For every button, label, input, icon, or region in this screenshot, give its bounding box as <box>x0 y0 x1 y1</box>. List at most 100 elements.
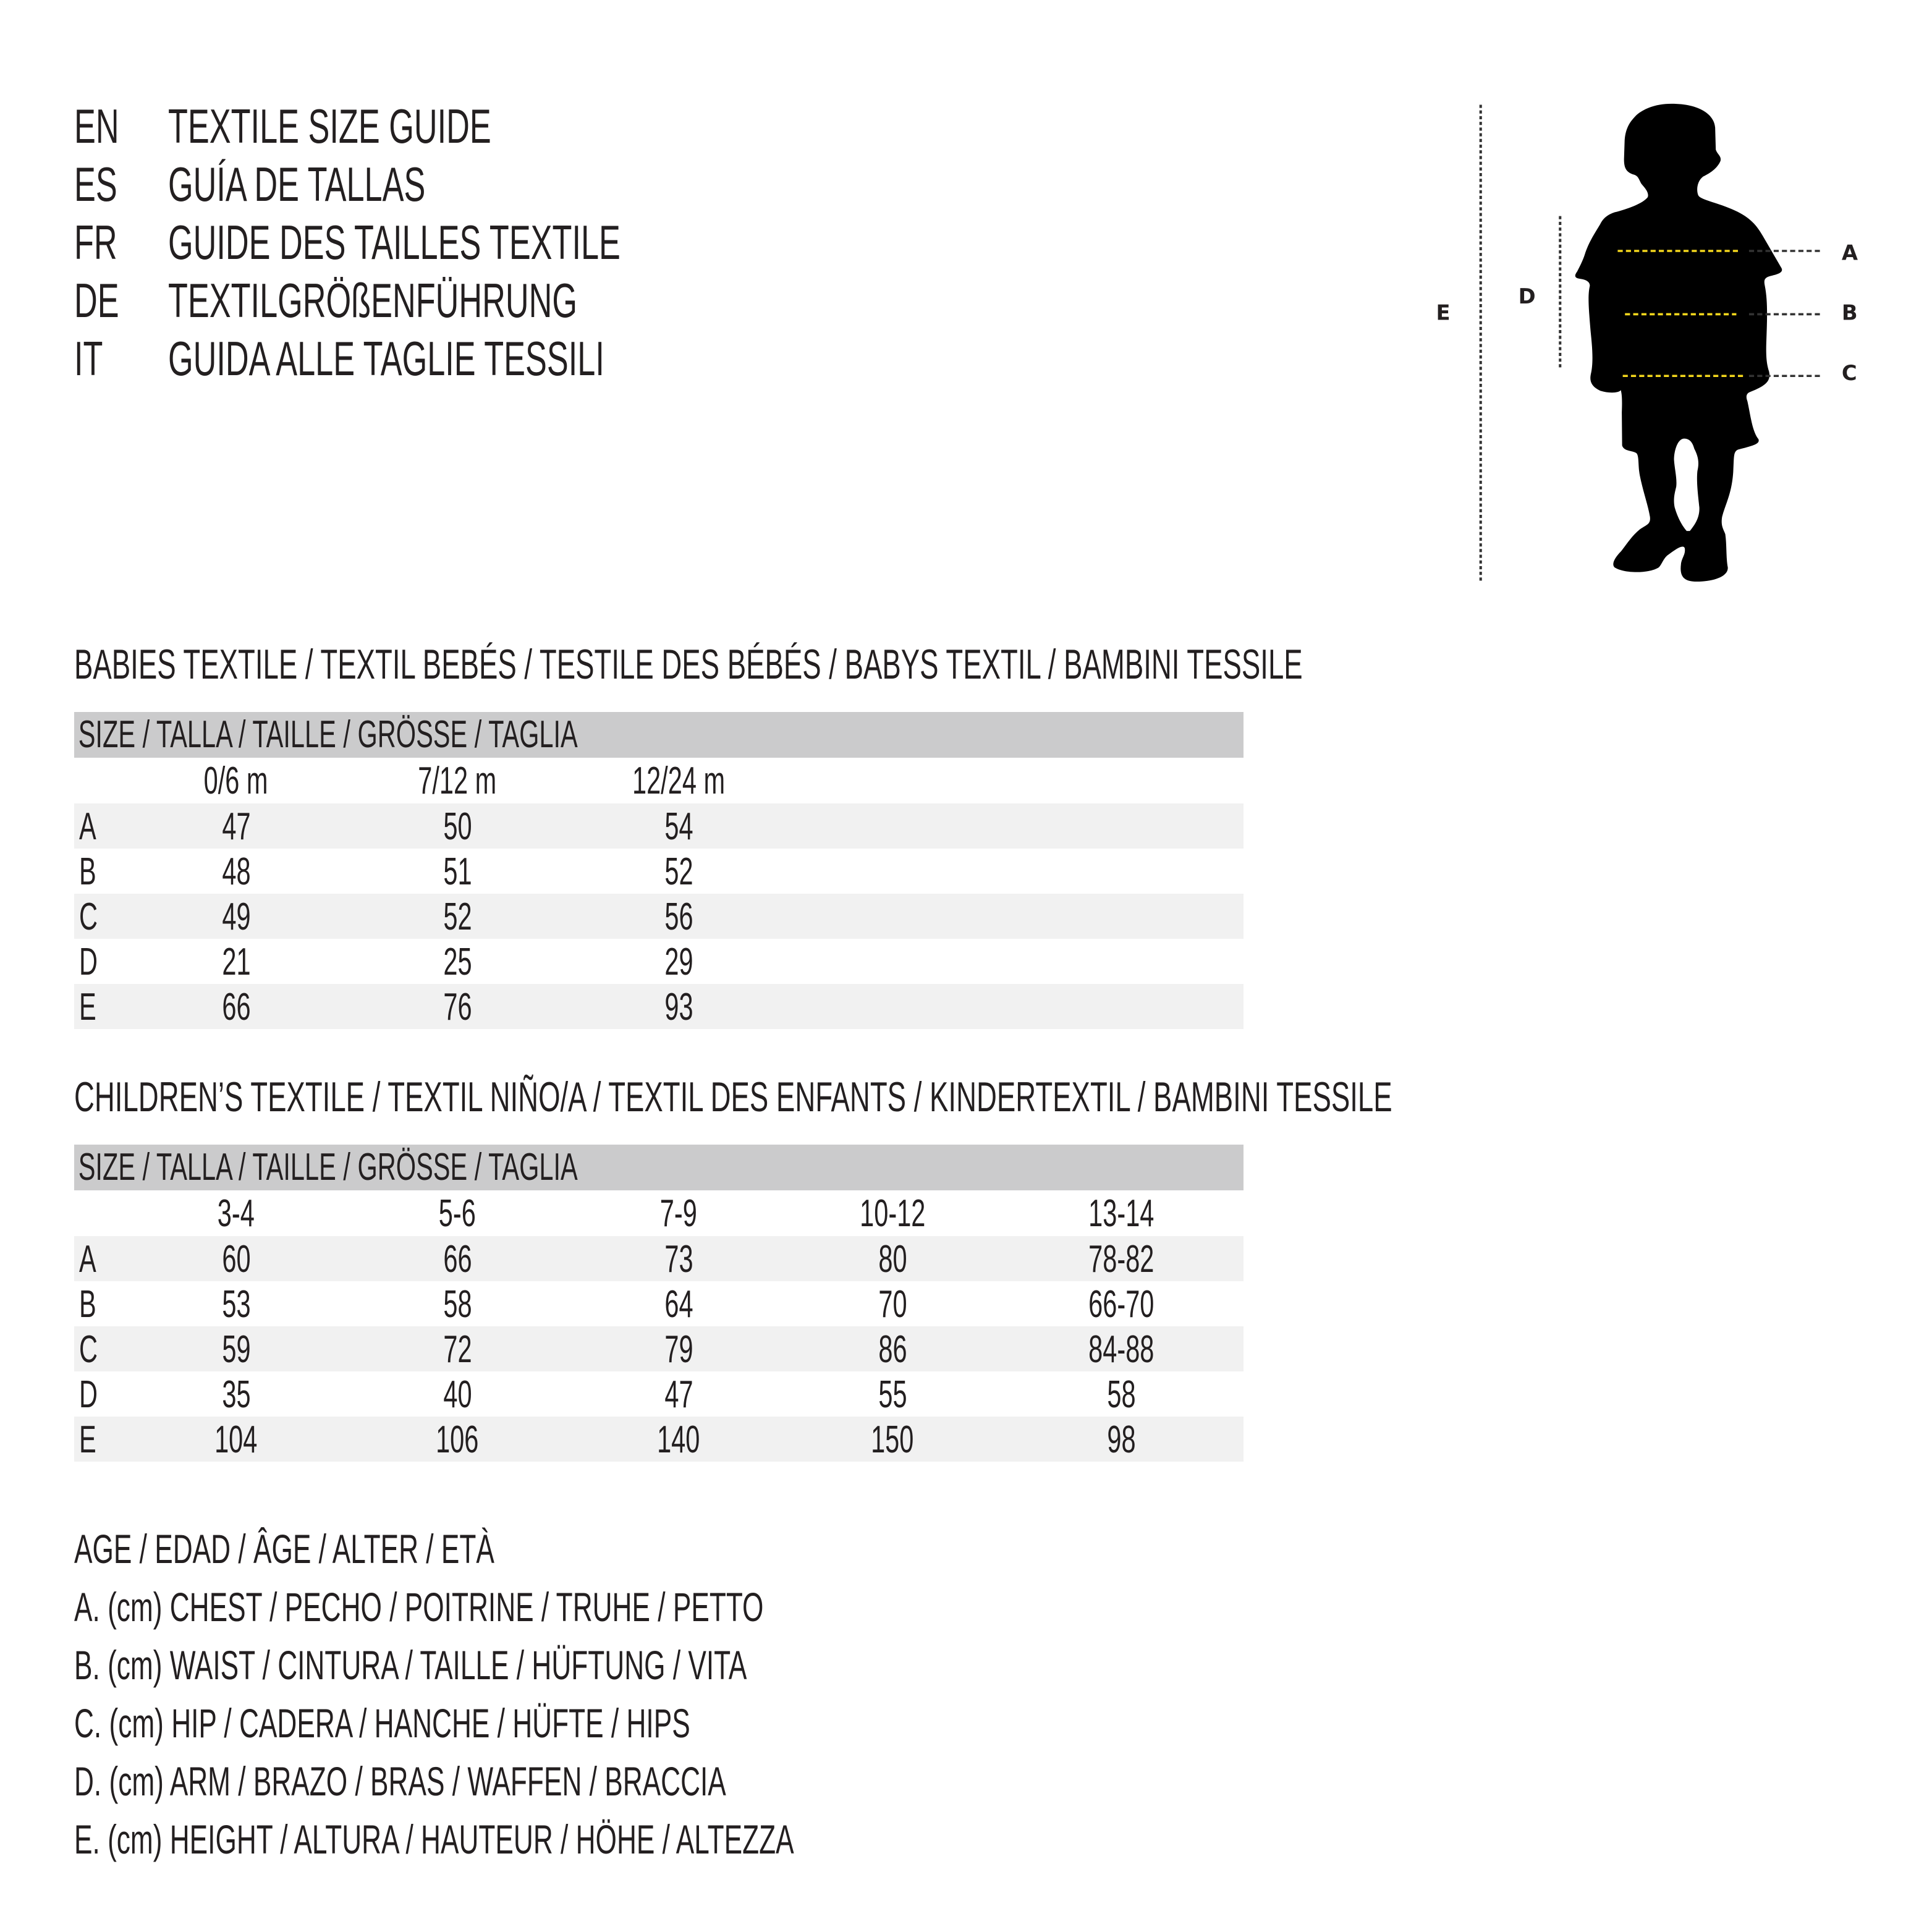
table-cell-text: 80 <box>878 1238 907 1281</box>
language-code-text: DE <box>74 273 119 328</box>
language-code: FR <box>74 213 138 271</box>
table-cell-text: 47 <box>664 1373 693 1416</box>
table-cell-text: 104 <box>214 1418 258 1461</box>
table-cell-text: 60 <box>221 1238 251 1281</box>
row-label-text: D <box>79 1373 98 1416</box>
legend-line: C. (cm) HIP / CADERA / HANCHE / HÜFTE / … <box>74 1700 994 1747</box>
language-code: ES <box>74 155 138 213</box>
guide-title: TEXTILE SIZE GUIDE <box>168 97 650 155</box>
table-cell-text: 29 <box>664 941 693 983</box>
label-d: D <box>1519 284 1536 308</box>
table-row: E 104 106 140 150 98 <box>74 1417 1244 1462</box>
table-row: E 66 76 93 <box>74 984 1244 1029</box>
table-cell-text: 21 <box>221 941 251 983</box>
legend-line-text: D. (cm) ARM / BRAZO / BRAS / WAFFEN / BR… <box>74 1758 726 1804</box>
label-e: E <box>1436 301 1451 325</box>
table-cell: 49 <box>143 894 329 939</box>
babies-section-title-text: BABIES TEXTILE / TEXTIL BEBÉS / TESTILE … <box>74 641 1303 688</box>
row-label: B <box>79 1281 104 1328</box>
table-row: D 35 40 47 55 58 <box>74 1371 1244 1417</box>
table-cell: 21 <box>143 939 329 984</box>
column-header-text: 0/6 m <box>204 760 268 802</box>
table-cell-text: 84-88 <box>1088 1328 1155 1371</box>
row-label-text: A <box>79 805 96 848</box>
table-cell: 79 <box>586 1326 771 1371</box>
guide-title: TEXTILGRÖßENFÜHRUNG <box>168 271 779 329</box>
column-header: 7/12 m <box>365 758 550 803</box>
table-cell: 64 <box>586 1281 771 1326</box>
column-header-text: 3-4 <box>217 1192 255 1235</box>
table-cell-text: 53 <box>221 1283 251 1326</box>
table-cell: 106 <box>365 1417 550 1462</box>
language-code-text: FR <box>74 215 117 269</box>
table-cell-text: 58 <box>1106 1373 1136 1416</box>
table-cell: 29 <box>586 939 771 984</box>
table-cell: 70 <box>800 1281 985 1326</box>
column-header: 10-12 <box>800 1190 985 1235</box>
table-cell: 98 <box>1028 1417 1214 1462</box>
row-label-text: B <box>79 850 96 893</box>
table-cell: 66-70 <box>1028 1281 1214 1326</box>
table-cell-text: 64 <box>664 1283 693 1326</box>
table-cell: 47 <box>143 803 329 849</box>
language-code: EN <box>74 97 141 155</box>
leg-gap <box>1674 438 1700 532</box>
table-cell: 150 <box>800 1417 985 1462</box>
table-cell: 53 <box>143 1281 329 1326</box>
row-label: A <box>79 803 104 850</box>
table-cell: 60 <box>143 1236 329 1281</box>
table-cell-text: 73 <box>664 1238 693 1281</box>
column-header-text: 7/12 m <box>418 760 497 802</box>
table-cell-text: 66 <box>221 986 251 1028</box>
table-cell-text: 50 <box>443 805 472 848</box>
table-cell: 59 <box>143 1326 329 1371</box>
legend-line: D. (cm) ARM / BRAZO / BRAS / WAFFEN / BR… <box>74 1758 1047 1805</box>
babies-size-header-text: SIZE / TALLA / TAILLE / GRÖSSE / TAGLIA <box>78 713 578 756</box>
table-row: D 21 25 29 <box>74 939 1244 984</box>
table-row: C 59 72 79 86 84-88 <box>74 1326 1244 1371</box>
table-cell-text: 86 <box>878 1328 907 1371</box>
column-header: 5-6 <box>365 1190 550 1235</box>
table-cell-text: 35 <box>221 1373 251 1416</box>
table-cell: 66 <box>365 1236 550 1281</box>
table-cell-text: 47 <box>221 805 251 848</box>
language-code: IT <box>74 329 117 388</box>
table-cell: 86 <box>800 1326 985 1371</box>
column-header: 3-4 <box>143 1190 329 1235</box>
table-cell-text: 150 <box>871 1418 914 1461</box>
table-cell-text: 106 <box>436 1418 479 1461</box>
table-cell: 66 <box>143 984 329 1029</box>
table-cell-text: 40 <box>443 1373 472 1416</box>
table-cell-text: 52 <box>664 850 693 893</box>
legend-line: AGE / EDAD / ÂGE / ALTER / ETÀ <box>74 1525 701 1572</box>
table-cell-text: 78-82 <box>1088 1238 1155 1281</box>
legend-line: A. (cm) CHEST / PECHO / POITRINE / TRUHE… <box>74 1583 1103 1630</box>
legend-line-text: E. (cm) HEIGHT / ALTURA / HAUTEUR / HÖHE… <box>74 1816 794 1862</box>
row-label-text: A <box>79 1238 96 1281</box>
table-cell-text: 93 <box>664 986 693 1028</box>
guide-title: GUIDE DES TAILLES TEXTILE <box>168 213 843 271</box>
table-cell-text: 72 <box>443 1328 472 1371</box>
legend-line-text: A. (cm) CHEST / PECHO / POITRINE / TRUHE… <box>74 1584 764 1630</box>
table-cell-text: 56 <box>664 896 693 938</box>
table-cell: 51 <box>365 849 550 894</box>
children-size-header: SIZE / TALLA / TAILLE / GRÖSSE / TAGLIA <box>74 1145 1244 1190</box>
guide-title-text: GUIDA ALLE TAGLIE TESSILI <box>168 331 604 386</box>
language-code-text: IT <box>74 331 103 386</box>
column-header-text: 5-6 <box>438 1192 477 1235</box>
legend-line-text: AGE / EDAD / ÂGE / ALTER / ETÀ <box>74 1526 494 1572</box>
table-cell-text: 54 <box>664 805 693 848</box>
children-section-title-text: CHILDREN’S TEXTILE / TEXTIL NIÑO/A / TEX… <box>74 1074 1392 1121</box>
column-header-row: 3-4 5-6 7-9 10-12 13-14 <box>74 1190 1244 1235</box>
table-cell: 56 <box>586 894 771 939</box>
row-label: D <box>79 1371 107 1418</box>
table-cell: 58 <box>1028 1371 1214 1417</box>
legend-line-text: B. (cm) WAIST / CINTURA / TAILLE / HÜFTU… <box>74 1642 747 1688</box>
table-cell: 50 <box>365 803 550 849</box>
guide-title: GUÍA DE TALLAS <box>168 155 552 213</box>
row-label: E <box>79 1417 104 1464</box>
table-cell-text: 58 <box>443 1283 472 1326</box>
children-section-title: CHILDREN’S TEXTILE / TEXTIL NIÑO/A / TEX… <box>74 1073 1932 1121</box>
row-label-text: E <box>79 1418 96 1461</box>
